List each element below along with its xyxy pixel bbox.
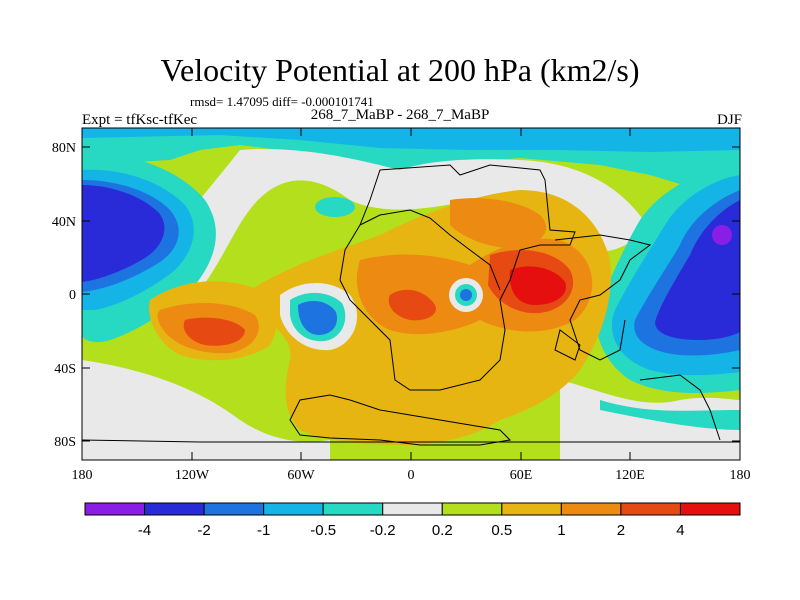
colorbar-swatch: [560, 502, 622, 516]
colorbar-swatch: [84, 502, 146, 516]
colorbar-swatch: [382, 502, 443, 516]
lon-tick-label: 180: [730, 468, 751, 483]
colorbar-swatch: [322, 502, 384, 516]
field-central-max: [388, 289, 436, 321]
lon-tick-label: 0: [408, 468, 415, 483]
field-north-band-2: [82, 128, 740, 152]
colorbar-label: -2: [197, 522, 210, 539]
lon-tick-label: 60E: [510, 468, 533, 483]
colorbar-label: 4: [676, 522, 684, 539]
field-north-positive: [450, 198, 547, 249]
lat-tick-label: 40N: [52, 215, 76, 230]
colorbar-swatch: [144, 502, 205, 516]
field-south-white-w2: [82, 400, 230, 460]
colorbar-label: 1: [557, 522, 565, 539]
tick-marks: [81, 128, 741, 460]
lat-tick-label: 0: [69, 288, 76, 303]
lat-tick-label: 80N: [52, 141, 76, 156]
contour-fill: [82, 128, 740, 460]
lon-tick-label: 120E: [615, 468, 645, 483]
season-label: DJF: [716, 112, 742, 128]
field-wpac-low-4: [82, 185, 165, 282]
colorbar-swatch: [501, 502, 562, 516]
colorbar-swatch: [620, 502, 681, 516]
field-ring-blue: [460, 289, 472, 301]
colorbar-swatch: [441, 502, 503, 516]
field-north-white: [120, 149, 650, 295]
field-west-positive-3: [183, 317, 245, 346]
colorbar-label: -4: [138, 522, 151, 539]
field-north-cyan-blob: [315, 197, 355, 217]
colorbar-label: 0.5: [491, 522, 512, 539]
plot-title: Velocity Potential at 200 hPa (km2/s): [160, 52, 640, 88]
lon-tick-label: 60W: [287, 468, 315, 483]
lat-tick-label: 80S: [54, 435, 76, 450]
colorbar-label: -0.5: [310, 522, 336, 539]
colorbar-swatch: [203, 502, 265, 516]
experiment-label: Expt = tfKsc-tfKec: [82, 112, 198, 128]
colorbar-swatch: [679, 502, 741, 516]
lon-tick-label: 120W: [175, 468, 210, 483]
coastlines: [82, 164, 740, 446]
field-east-max-2: [509, 266, 566, 305]
case-label: 268_7_MaBP - 268_7_MaBP: [310, 107, 490, 123]
colorbar-label: 0.2: [432, 522, 453, 539]
lat-tick-label: 40S: [54, 362, 76, 377]
colorbar-swatch: [263, 502, 324, 516]
colorbar-label: -0.2: [370, 522, 396, 539]
colorbar-label: -1: [257, 522, 270, 539]
field-iso-low-blue: [298, 300, 338, 335]
colorbar-label: 2: [617, 522, 625, 539]
colorbar: -4 -2 -1 -0.5 -0.2 0.2 0.5 1 2 4: [84, 502, 741, 539]
field-south-cyan-e: [600, 400, 740, 430]
field-epac-min: [712, 225, 732, 245]
field-south-white-e: [560, 380, 740, 460]
stats-text: rmsd= 1.47095 diff= -0.000101741: [190, 94, 374, 109]
lon-tick-label: 180: [72, 468, 93, 483]
